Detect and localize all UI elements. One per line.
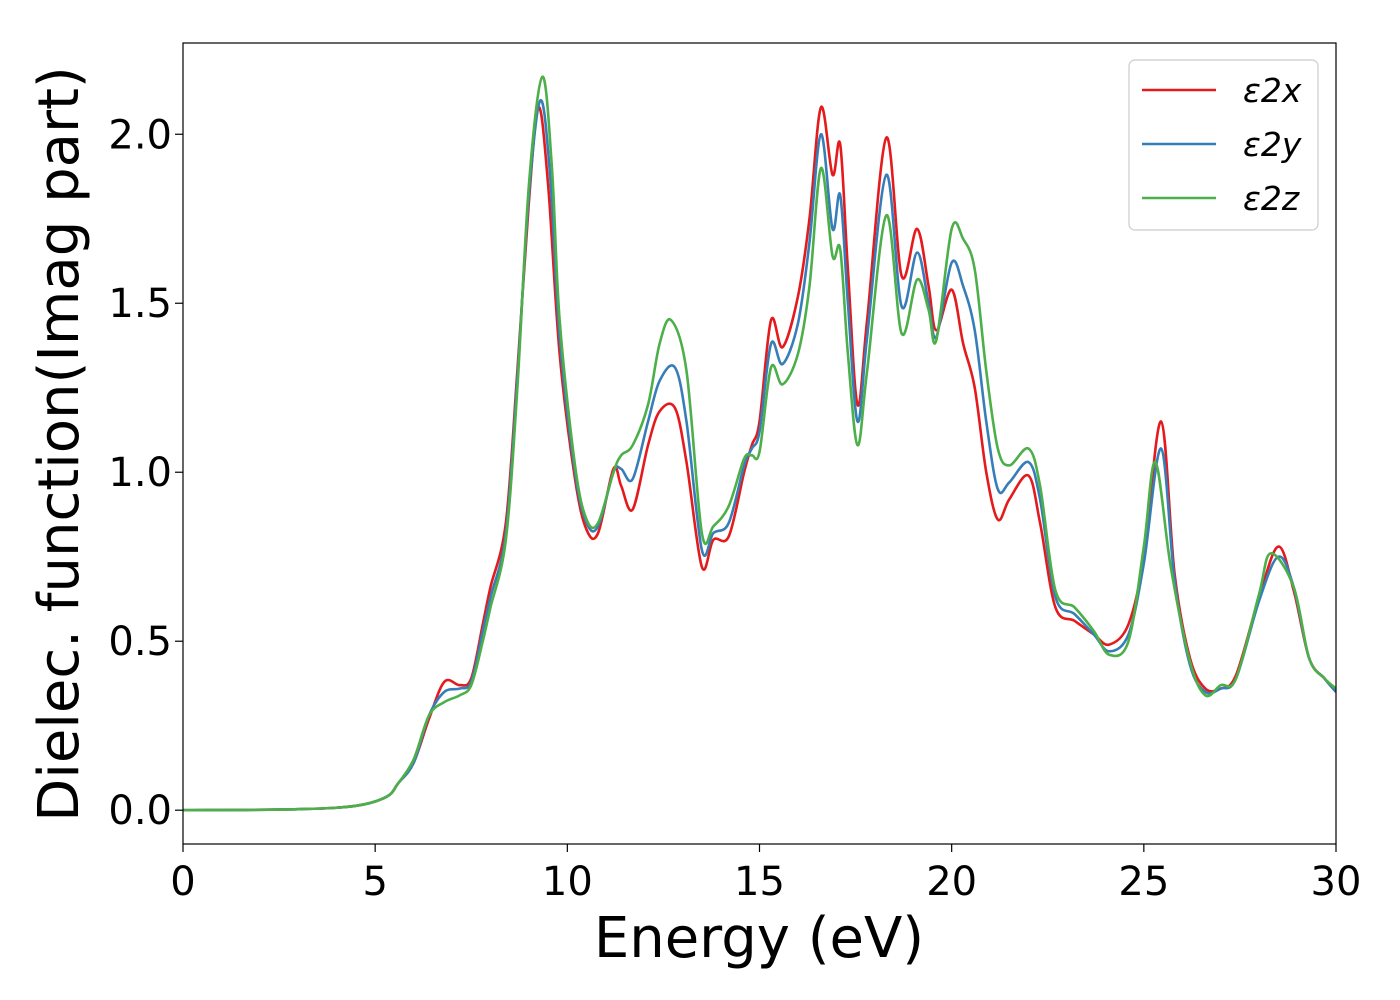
- series-line-z: [183, 75, 1336, 812]
- x-tick-label: 20: [926, 859, 977, 905]
- y-tick-label: 0.5: [108, 619, 172, 665]
- y-tick-label: 2.0: [108, 112, 172, 158]
- y-tick-label: 1.5: [108, 281, 172, 327]
- legend: ε2x ε2y ε2z: [1128, 59, 1319, 231]
- x-tick-label: 15: [734, 859, 785, 905]
- x-axis-label: Energy (eV): [594, 906, 924, 971]
- y-axis-label: Dielec. function(Imag part): [27, 66, 92, 822]
- series-layer: [183, 75, 1336, 812]
- legend-label: ε2y: [1243, 125, 1302, 164]
- legend-box: [1128, 59, 1319, 231]
- y-axis: 0.0 0.5 1.0 1.5 2.0: [108, 112, 183, 834]
- legend-label: ε2z: [1243, 179, 1300, 218]
- legend-label: ε2x: [1243, 71, 1302, 110]
- y-tick-label: 1.0: [108, 450, 172, 496]
- x-tick-label: 25: [1118, 859, 1169, 905]
- y-tick-label: 0.0: [108, 788, 172, 834]
- x-axis: 0 5 10 15 20 25 30: [170, 844, 1361, 905]
- x-tick-label: 30: [1311, 859, 1362, 905]
- x-tick-label: 10: [542, 859, 593, 905]
- x-tick-label: 0: [170, 859, 195, 905]
- x-tick-label: 5: [362, 859, 387, 905]
